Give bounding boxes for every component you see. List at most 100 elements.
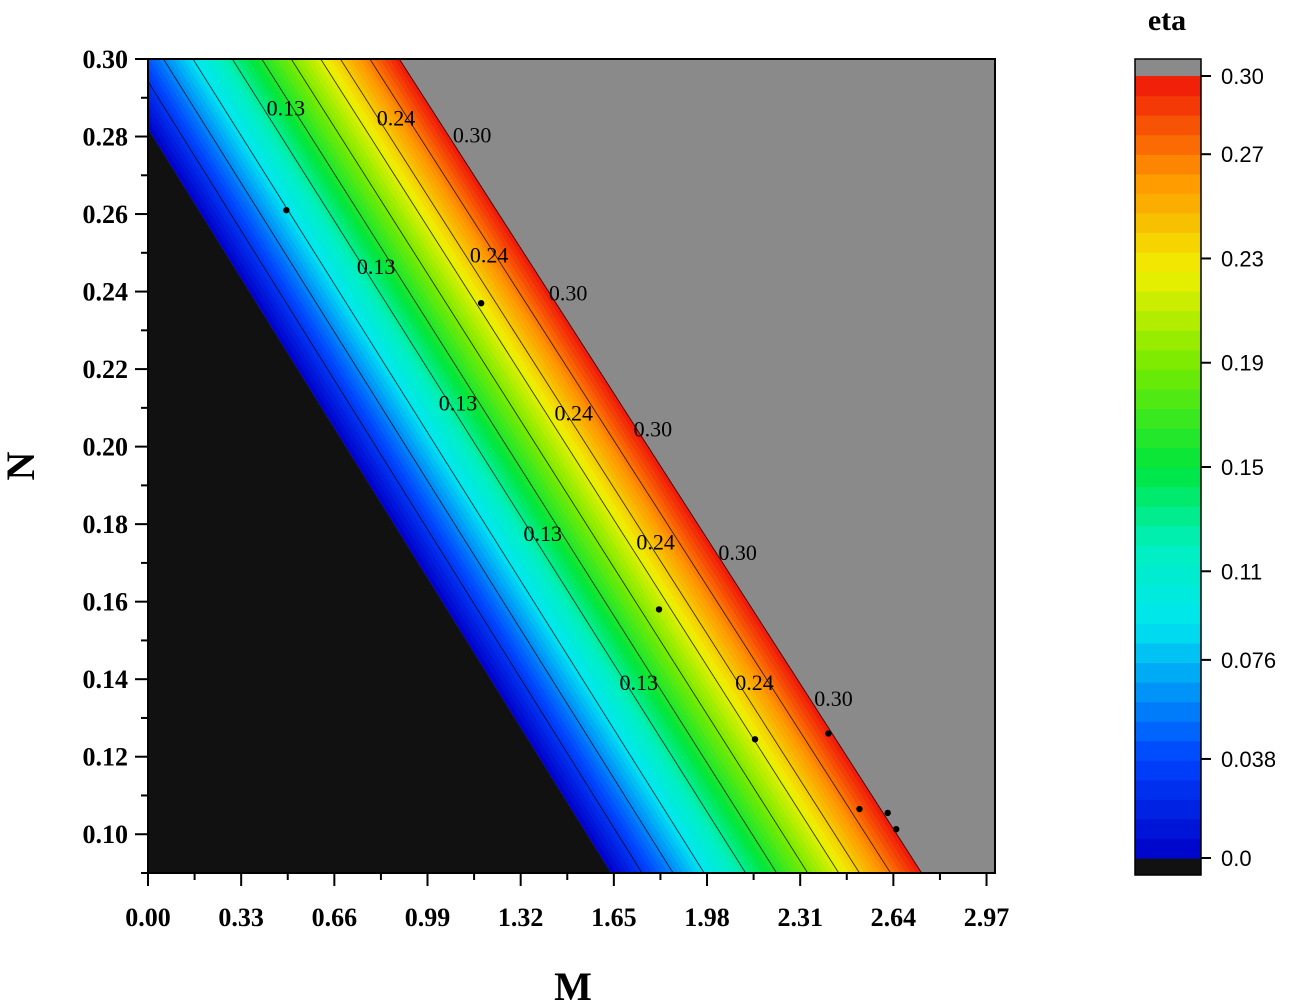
band-strip [251, 59, 773, 873]
band-strip [197, 59, 716, 873]
x-tick-label: 2.31 [777, 903, 823, 932]
data-point [825, 730, 832, 737]
y-tick-label: 0.22 [83, 355, 129, 384]
band-strip [384, 59, 912, 873]
contour-label: 0.30 [718, 540, 757, 565]
y-tick-label: 0.14 [83, 665, 129, 694]
y-tick-label: 0.18 [83, 510, 129, 539]
colorbar-step [1135, 818, 1201, 840]
colorbar-step [1135, 467, 1201, 488]
colorbar-tick-label: 0.076 [1221, 648, 1276, 673]
colorbar-tick-label: 0.0 [1221, 846, 1252, 871]
band-strip [374, 59, 902, 873]
band-strip [394, 59, 923, 873]
colorbar-step [1135, 388, 1201, 409]
colorbar-step [1135, 779, 1201, 800]
colorbar-step [1135, 662, 1201, 683]
band-strip [148, 59, 664, 873]
colorbar: 0.0 0.038 0.076 0.11 0.15 0.19 0.23 0.27 0.30 [1134, 58, 1276, 876]
band-strip [320, 59, 845, 873]
data-point [751, 736, 759, 743]
colorbar-step [1135, 623, 1201, 644]
band-strip [237, 59, 757, 873]
colorbar-title: eta [1148, 4, 1186, 37]
colorbar-step [1135, 349, 1201, 370]
colorbar-above-swatch [1135, 59, 1201, 76]
colorbar-step [1135, 682, 1201, 703]
colorbar-tick-label: 0.15 [1221, 455, 1264, 480]
colorbar-step [1135, 173, 1201, 194]
colorbar-step [1135, 447, 1201, 468]
data-point [856, 805, 863, 813]
band-strip [271, 59, 793, 873]
band-strip [345, 59, 871, 873]
x-tick-label: 1.65 [591, 903, 637, 932]
band-strip [364, 59, 892, 873]
colorbar-step [1135, 584, 1201, 605]
contour-label: 0.13 [524, 521, 563, 546]
band-strip [286, 59, 809, 873]
x-axis: 0.00 0.33 0.66 0.99 1.32 1.65 1.98 2.31 2.64 2.97 [125, 873, 1009, 932]
band-strip [256, 59, 778, 873]
band-strip [261, 59, 783, 873]
band-strip [227, 59, 747, 873]
contour-line [192, 59, 705, 873]
band-strip [296, 59, 819, 873]
colorbar-tick-label: 0.038 [1221, 747, 1276, 772]
x-tick-label: 0.33 [218, 903, 264, 932]
below-range-region [148, 59, 612, 873]
colorbar-step [1135, 564, 1201, 585]
plot-area [148, 59, 995, 873]
colorbar-step [1135, 330, 1201, 351]
contour-label: 0.30 [634, 417, 673, 442]
colorbar-tick-label: 0.19 [1221, 351, 1264, 376]
x-axis-title: M [554, 964, 592, 1006]
contour-label: 0.13 [439, 391, 478, 416]
colorbar-step [1135, 291, 1201, 312]
colorbar-step [1135, 506, 1201, 527]
band-strip [276, 59, 798, 873]
x-tick-label: 0.99 [405, 903, 451, 932]
contour-labels: 0.13 0.24 0.30 0.13 0.24 0.30 0.13 0.24 0.30 0.13… [267, 96, 853, 711]
colorbar-tick-label: 0.27 [1221, 142, 1264, 167]
contour-line [320, 59, 840, 873]
contour-label: 0.13 [267, 96, 306, 121]
band-strip [242, 59, 762, 873]
colorbar-tick-label: 0.30 [1221, 64, 1264, 89]
colorbar-tick-label: 0.23 [1221, 246, 1264, 271]
data-point [477, 300, 485, 307]
contour-label: 0.24 [555, 400, 594, 425]
colorbar-step [1135, 642, 1201, 664]
band-strip [207, 59, 726, 873]
contour-label: 0.30 [453, 122, 492, 147]
contour-label: 0.13 [357, 254, 396, 279]
band-strip [153, 59, 669, 873]
band-strip [173, 59, 690, 873]
colorbar-step [1135, 251, 1201, 273]
contour-label: 0.24 [636, 530, 675, 555]
contour-label: 0.30 [814, 686, 853, 711]
colorbar-step [1135, 369, 1201, 390]
band-strip [291, 59, 814, 873]
plot-frame [147, 58, 996, 874]
band-strip [359, 59, 886, 873]
colorbar-step [1135, 701, 1201, 722]
band-strip [340, 59, 866, 873]
band-strip [325, 59, 850, 873]
colorbar-step [1135, 271, 1201, 292]
colorbar-step [1135, 740, 1201, 761]
colorbar-step [1135, 154, 1201, 175]
x-tick-label: 2.97 [964, 903, 1010, 932]
data-point [892, 825, 900, 833]
band-strip [168, 59, 685, 873]
y-axis-title: N [0, 451, 43, 480]
y-tick-label: 0.20 [83, 433, 129, 462]
contour-line [339, 59, 860, 873]
colorbar-step [1135, 134, 1201, 155]
band-strip [379, 59, 907, 873]
colorbar-step [1135, 310, 1201, 331]
y-tick-label: 0.10 [83, 820, 129, 849]
band-strip [301, 59, 824, 873]
colorbar-step [1135, 603, 1201, 624]
